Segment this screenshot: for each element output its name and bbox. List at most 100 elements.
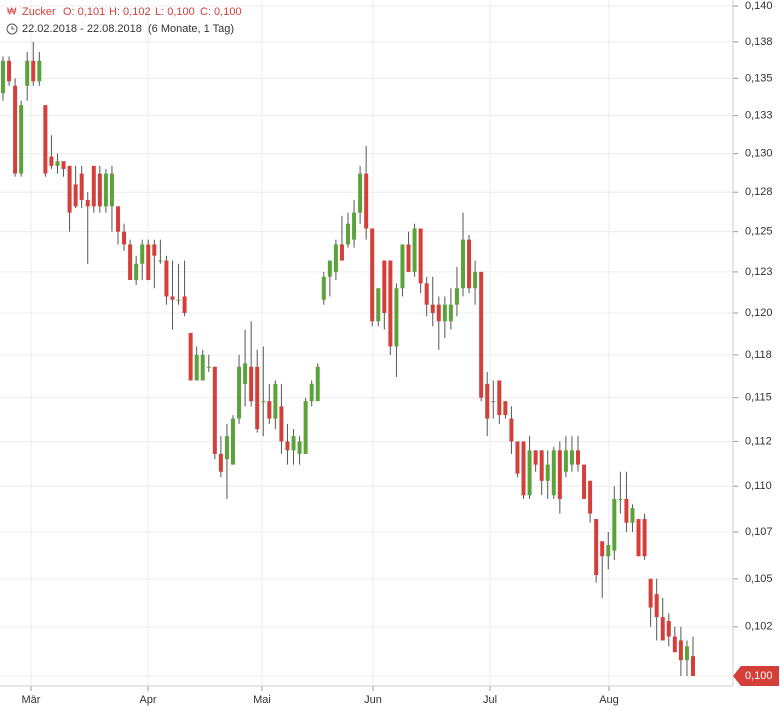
x-tick-label: Mär bbox=[22, 694, 41, 706]
candle-body bbox=[588, 480, 593, 514]
candle-body bbox=[261, 401, 266, 403]
y-tick-label: 0,102 bbox=[745, 621, 773, 633]
y-tick-label: 0,107 bbox=[745, 526, 773, 538]
y-tick-label: 0,125 bbox=[745, 226, 773, 238]
candle-body bbox=[170, 296, 175, 300]
candle-body bbox=[315, 366, 320, 402]
candle-body bbox=[333, 244, 338, 272]
x-tick-label: Mai bbox=[253, 694, 271, 706]
candle-body bbox=[182, 296, 187, 313]
candle-body bbox=[521, 441, 526, 496]
candle-body bbox=[442, 304, 447, 322]
candle-body bbox=[515, 441, 520, 474]
y-tick-label: 0,130 bbox=[745, 147, 773, 159]
candle-body bbox=[158, 260, 163, 262]
x-tick-label: Jun bbox=[364, 694, 382, 706]
candle-body bbox=[352, 212, 357, 240]
candle-body bbox=[49, 156, 54, 166]
y-tick-label: 0,118 bbox=[745, 349, 772, 361]
y-tick-label: 0,138 bbox=[745, 36, 773, 48]
candle-body bbox=[557, 450, 562, 499]
candle-body bbox=[231, 418, 235, 465]
candle-body bbox=[200, 354, 205, 381]
legend: ₩ Zucker O: 0,101 H: 0,102 L: 0,100 C: 0… bbox=[6, 6, 242, 35]
ohlc-low: L: 0,100 bbox=[155, 6, 195, 18]
candle-body bbox=[527, 450, 532, 496]
candle-body bbox=[7, 60, 12, 82]
candle-body bbox=[376, 288, 381, 322]
candle-body bbox=[678, 640, 683, 661]
candle-body bbox=[394, 288, 399, 347]
candle-body bbox=[630, 508, 635, 523]
candle-body bbox=[364, 173, 369, 229]
candle-body bbox=[412, 228, 417, 272]
candle-body bbox=[188, 332, 193, 381]
candle-body bbox=[152, 244, 157, 256]
candle-body bbox=[636, 519, 641, 557]
x-tick-label: Jul bbox=[483, 694, 497, 706]
candle-body bbox=[309, 383, 314, 402]
candle-body bbox=[212, 366, 217, 454]
candle-body bbox=[97, 173, 102, 207]
y-tick-label: 0,120 bbox=[745, 307, 773, 319]
candle-body bbox=[418, 228, 423, 284]
candle-body bbox=[31, 60, 36, 82]
y-tick-label: 0,128 bbox=[745, 186, 773, 198]
candle-body bbox=[563, 450, 568, 472]
candle-body bbox=[370, 228, 375, 322]
y-tick-label: 0,123 bbox=[745, 266, 773, 278]
candle-body bbox=[176, 299, 181, 301]
candle-body bbox=[569, 450, 574, 465]
candle-body bbox=[339, 244, 344, 261]
candle-body bbox=[582, 464, 587, 499]
y-tick-label: 0,105 bbox=[745, 573, 773, 585]
date-range: 22.02.2018 - 22.08.2018 bbox=[22, 23, 142, 35]
candle-body bbox=[146, 244, 151, 281]
candle-body bbox=[406, 244, 411, 272]
candle-body bbox=[122, 231, 127, 245]
ohlc-close: C: 0,100 bbox=[200, 6, 242, 18]
y-tick-label: 0,110 bbox=[745, 480, 772, 492]
candle-body bbox=[454, 288, 459, 305]
candle-body bbox=[467, 239, 472, 289]
candle-body bbox=[691, 656, 695, 676]
y-tick-label: 0,112 bbox=[745, 435, 772, 447]
candle-body bbox=[660, 617, 665, 641]
candle-body bbox=[91, 165, 96, 207]
candle-body bbox=[291, 436, 296, 451]
candle-body bbox=[533, 450, 538, 465]
candle-body bbox=[79, 173, 84, 201]
candle-body bbox=[273, 383, 278, 419]
candle-body bbox=[267, 401, 272, 419]
candle-body bbox=[140, 244, 145, 264]
y-tick-label: 0,135 bbox=[745, 72, 773, 84]
candle-body bbox=[224, 436, 229, 460]
y-tick-label: 0,133 bbox=[745, 110, 773, 122]
candle-body bbox=[358, 173, 363, 213]
candle-body bbox=[382, 260, 387, 313]
candle-body bbox=[297, 441, 302, 454]
ohlc-high: H: 0,102 bbox=[109, 6, 151, 18]
candle-body bbox=[164, 260, 169, 297]
candle-body bbox=[576, 450, 580, 465]
candle-body bbox=[103, 173, 108, 207]
candle-body bbox=[321, 276, 326, 300]
candle-body bbox=[67, 165, 72, 213]
candle-body bbox=[503, 401, 508, 416]
candle-body bbox=[594, 519, 599, 576]
candle-body bbox=[243, 363, 248, 384]
candle-body bbox=[237, 366, 242, 419]
candle-body bbox=[194, 354, 199, 381]
candle-body bbox=[666, 621, 671, 637]
y-tick-label: 0,115 bbox=[745, 392, 772, 404]
candle-body bbox=[303, 401, 308, 454]
candle-body bbox=[218, 453, 223, 472]
candle-body bbox=[206, 366, 211, 368]
candle-body bbox=[388, 260, 393, 347]
x-tick-label: Aug bbox=[599, 694, 619, 706]
candle-body bbox=[672, 636, 677, 653]
chart-icon: ₩ bbox=[7, 7, 17, 18]
candle-body bbox=[436, 304, 441, 322]
candle-body bbox=[509, 418, 514, 442]
candle-body bbox=[25, 60, 30, 86]
